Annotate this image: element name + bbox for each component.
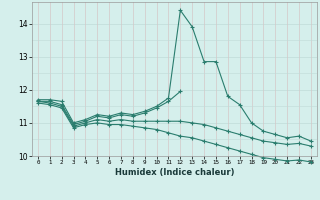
X-axis label: Humidex (Indice chaleur): Humidex (Indice chaleur)	[115, 168, 234, 177]
